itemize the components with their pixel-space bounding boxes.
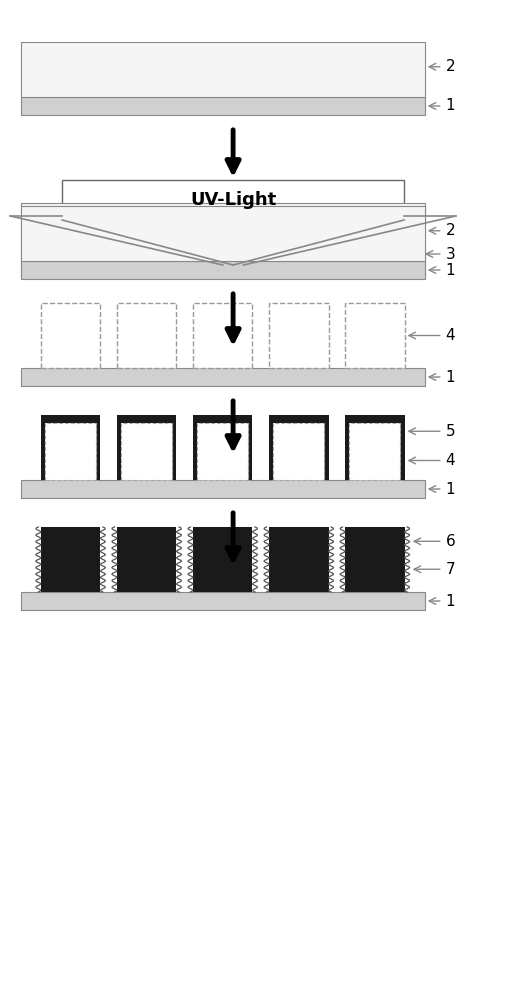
Bar: [41, 415, 45, 480]
Text: 2: 2: [429, 59, 455, 74]
Bar: [193, 415, 252, 423]
Bar: [400, 415, 405, 480]
Text: 4: 4: [409, 328, 455, 343]
Bar: [269, 303, 328, 368]
Bar: [41, 303, 100, 368]
Bar: [345, 527, 405, 592]
Bar: [172, 415, 177, 480]
Text: 2: 2: [429, 223, 455, 238]
Bar: [193, 527, 252, 592]
Bar: [193, 303, 252, 368]
Bar: [273, 423, 324, 480]
Text: 4: 4: [409, 453, 455, 468]
Bar: [117, 303, 177, 368]
Bar: [21, 203, 425, 258]
Bar: [345, 415, 349, 480]
Text: 1: 1: [429, 370, 455, 385]
Bar: [96, 415, 100, 480]
Text: 1: 1: [429, 594, 455, 608]
Bar: [117, 527, 177, 592]
Bar: [117, 415, 121, 480]
Bar: [45, 423, 96, 480]
Bar: [21, 368, 425, 386]
Bar: [62, 180, 404, 220]
Bar: [41, 415, 100, 423]
Bar: [349, 423, 400, 480]
Text: UV-Light: UV-Light: [190, 191, 276, 209]
Bar: [95, 235, 146, 273]
Bar: [21, 480, 425, 498]
Text: 6: 6: [414, 534, 455, 549]
Bar: [21, 592, 425, 610]
Bar: [21, 258, 425, 276]
Text: 7: 7: [414, 562, 455, 577]
Text: 5: 5: [409, 424, 455, 439]
Text: 1: 1: [429, 263, 455, 278]
Bar: [121, 423, 172, 480]
Bar: [345, 415, 405, 423]
Bar: [41, 527, 100, 592]
Bar: [21, 42, 425, 97]
Text: 3: 3: [426, 247, 455, 262]
Bar: [371, 235, 422, 273]
Bar: [21, 206, 425, 261]
Bar: [233, 235, 284, 273]
Bar: [197, 423, 248, 480]
Text: 1: 1: [429, 482, 455, 497]
Bar: [269, 415, 328, 423]
Bar: [248, 415, 252, 480]
Bar: [269, 415, 273, 480]
Bar: [345, 303, 405, 368]
Bar: [164, 235, 215, 273]
Bar: [21, 261, 425, 279]
Bar: [21, 97, 425, 115]
Bar: [117, 415, 177, 423]
Text: 1: 1: [429, 99, 455, 113]
Bar: [26, 235, 77, 273]
Bar: [324, 415, 328, 480]
Bar: [269, 527, 328, 592]
Bar: [193, 415, 197, 480]
Bar: [302, 235, 353, 273]
